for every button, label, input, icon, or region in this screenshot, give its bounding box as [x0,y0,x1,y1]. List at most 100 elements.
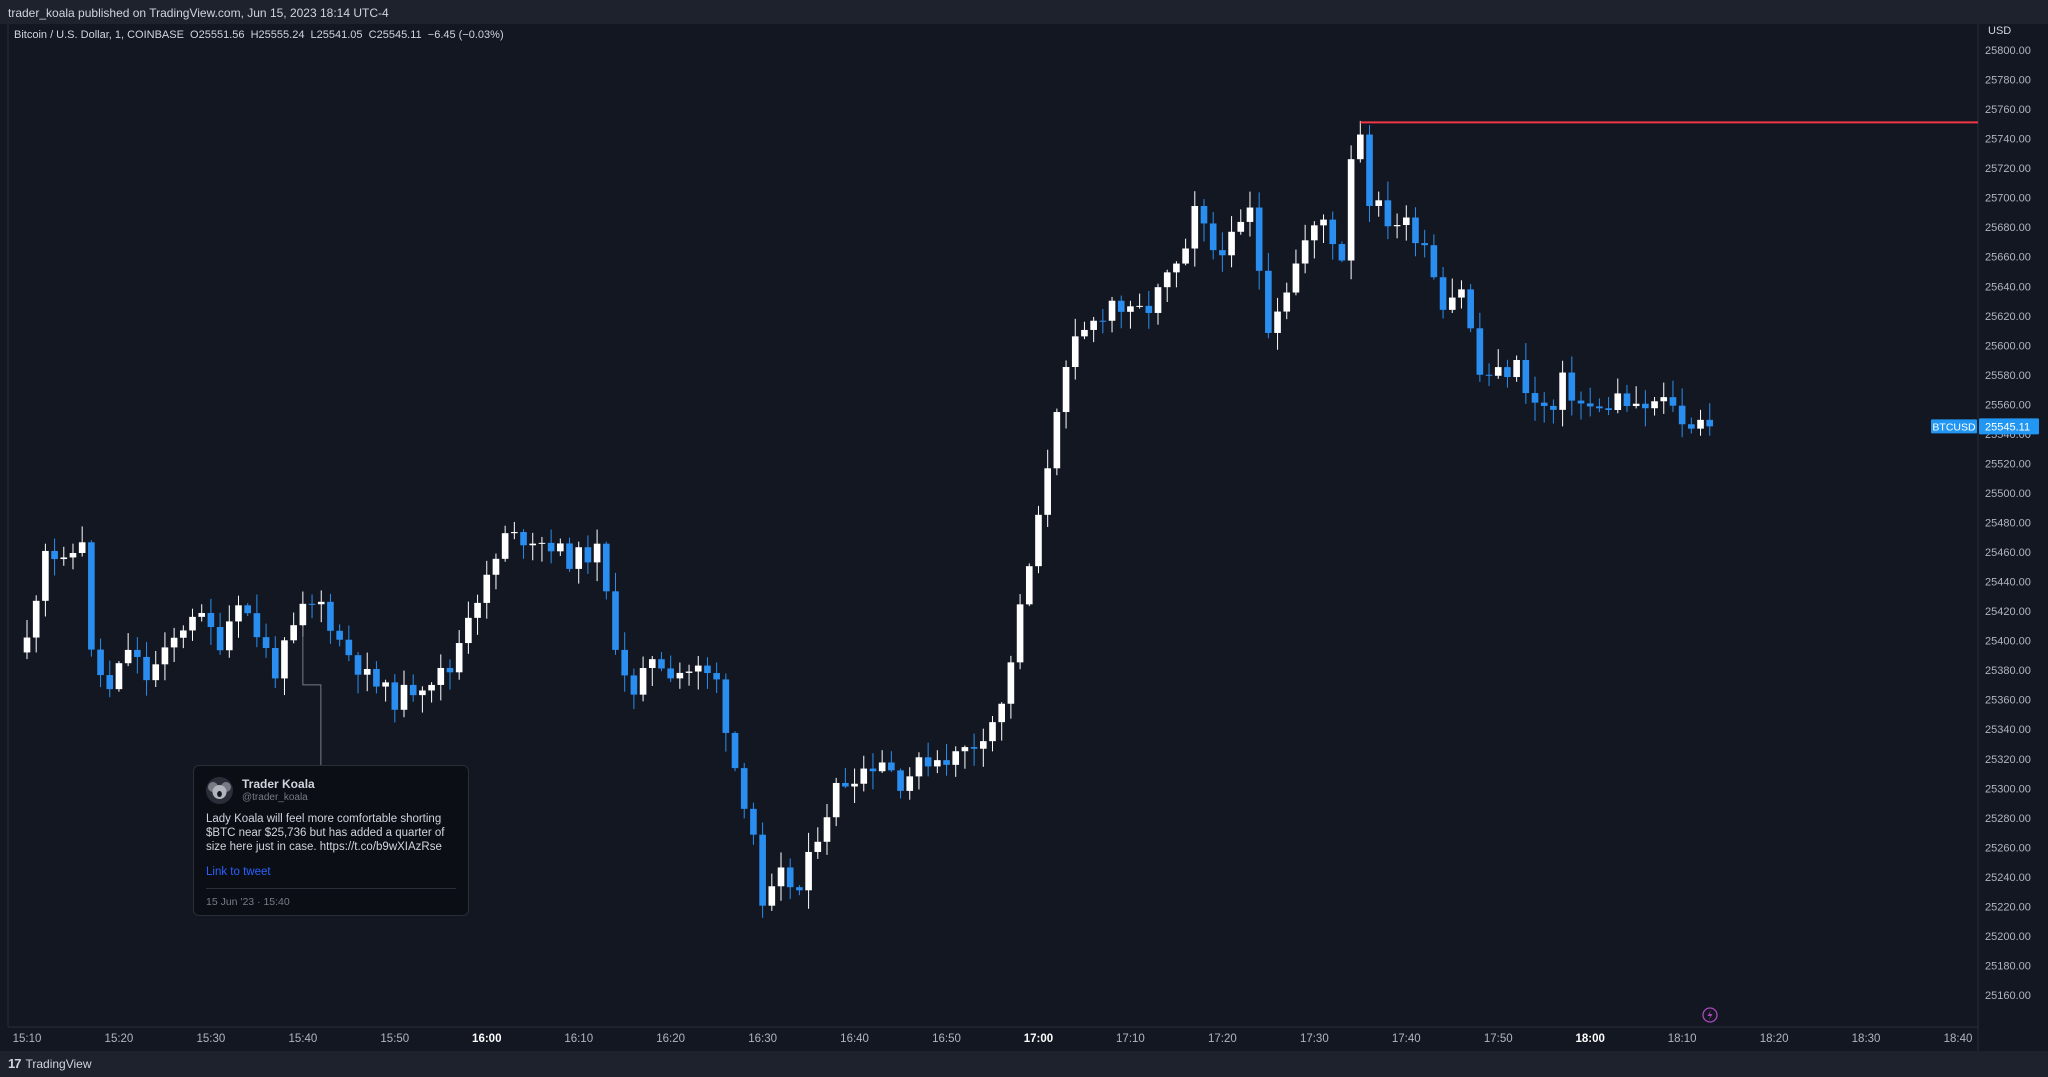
candle-body[interactable] [455,643,463,673]
candle-body[interactable] [446,667,454,673]
candle-body[interactable] [1568,372,1576,401]
candle-body[interactable] [823,817,831,842]
candle-body[interactable] [934,760,941,767]
candle-body[interactable] [170,637,178,648]
candle-body[interactable] [1182,248,1189,264]
candle-body[interactable] [373,669,380,687]
candle-body[interactable] [1237,221,1245,232]
candle-body[interactable] [639,667,647,695]
candle-body[interactable] [180,630,187,638]
candle-body[interactable] [1035,514,1042,567]
candle-body[interactable] [1200,206,1208,224]
candle-body[interactable] [134,649,141,657]
candle-body[interactable] [1669,397,1677,406]
candle-body[interactable] [363,669,371,675]
candle-body[interactable] [1108,300,1116,321]
candle-body[interactable] [1228,231,1235,256]
candle-body[interactable] [602,543,610,592]
candle-body[interactable] [483,574,491,603]
candle-body[interactable] [1292,263,1300,293]
candle-body[interactable] [1320,219,1327,226]
candle-body[interactable] [1467,289,1474,329]
candle-body[interactable] [115,663,123,690]
candle-body[interactable] [1007,662,1015,704]
candle-body[interactable] [1016,604,1024,663]
candle-body[interactable] [1642,403,1649,409]
candle-body[interactable] [676,672,684,679]
candle-body[interactable] [1651,401,1658,409]
candle-body[interactable] [906,776,914,791]
candle-body[interactable] [796,887,803,891]
candle-body[interactable] [60,557,68,560]
candle-body[interactable] [161,647,169,665]
candle-body[interactable] [465,617,472,644]
candle-body[interactable] [290,625,297,641]
candle-body[interactable] [1219,250,1226,256]
candle-body[interactable] [189,616,196,631]
candle-body[interactable] [1154,287,1162,313]
candle-body[interactable] [198,613,206,617]
candle-body[interactable] [1623,393,1631,407]
candle-body[interactable] [1504,367,1511,378]
candle-body[interactable] [1081,329,1088,337]
candle-body[interactable] [235,605,242,622]
candle-body[interactable] [1476,328,1484,375]
candle-body[interactable] [336,630,343,640]
candle-body[interactable] [1485,374,1493,376]
candle-body[interactable] [1531,393,1539,403]
candle-body[interactable] [511,532,518,534]
candle-body[interactable] [851,783,858,787]
candle-body[interactable] [1577,400,1585,404]
candle-body[interactable] [1605,408,1612,411]
candle-body[interactable] [842,782,849,787]
tradingview-brand[interactable]: 17 TradingView [8,1056,92,1071]
candle-body[interactable] [1347,159,1355,261]
candle-body[interactable] [244,605,251,614]
candle-body[interactable] [124,649,132,664]
candle-body[interactable] [1255,207,1263,271]
candle-body[interactable] [1163,272,1171,288]
candle-body[interactable] [474,602,481,618]
candle-body[interactable] [1421,243,1428,246]
candle-body[interactable] [777,867,785,887]
candle-body[interactable] [345,639,353,656]
candle-body[interactable] [1375,200,1383,206]
candle-body[interactable] [1145,305,1153,313]
candle-body[interactable] [1356,134,1364,160]
candle-body[interactable] [612,591,619,650]
candle-body[interactable] [78,542,86,553]
candle-body[interactable] [1402,217,1410,226]
candle-body[interactable] [32,600,40,638]
candle-body[interactable] [667,668,674,679]
candle-body[interactable] [584,547,592,563]
candle-body[interactable] [1301,240,1309,264]
candle-body[interactable] [262,637,270,649]
candle-body[interactable] [299,603,307,626]
candle-body[interactable] [1586,403,1594,407]
candle-body[interactable] [832,782,840,818]
candle-body[interactable] [704,665,711,674]
candle-body[interactable] [869,768,877,772]
candle-body[interactable] [419,690,426,696]
candle-body[interactable] [1412,217,1419,244]
candle-body[interactable] [382,682,389,687]
candle-body[interactable] [1540,402,1548,406]
candle-body[interactable] [1099,320,1107,322]
candle-body[interactable] [566,543,573,569]
lightning-icon[interactable] [1702,1007,1718,1023]
candle-body[interactable] [69,552,77,558]
candle-body[interactable] [648,659,656,668]
candle-body[interactable] [281,640,288,679]
candle-body[interactable] [878,762,886,772]
candle-body[interactable] [860,768,868,784]
candle-body[interactable] [428,684,435,691]
candle-body[interactable] [557,543,564,552]
candle-body[interactable] [501,533,509,559]
candle-body[interactable] [1117,300,1125,312]
candle-body[interactable] [327,601,334,631]
candle-body[interactable] [1522,360,1530,394]
link-to-tweet[interactable]: Link to tweet [206,866,271,878]
candle-body[interactable] [1338,244,1346,261]
candle-body[interactable] [1393,225,1401,227]
candle-body[interactable] [685,671,693,673]
